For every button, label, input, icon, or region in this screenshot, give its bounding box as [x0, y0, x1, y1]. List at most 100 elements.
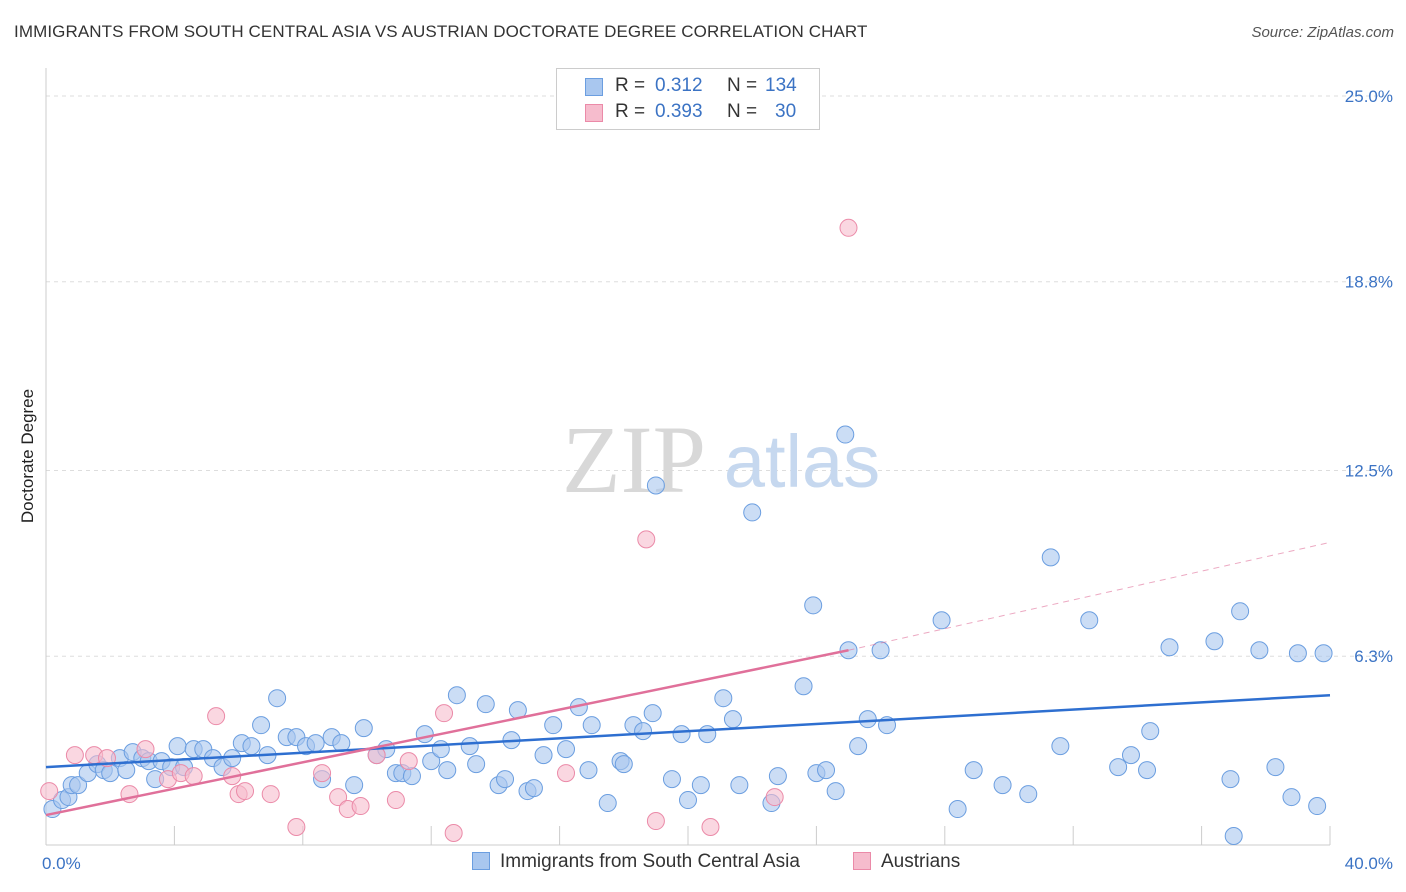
data-point-blue: [723, 710, 742, 729]
data-point-pink: [557, 764, 576, 783]
y-tick-label: 18.8%: [1345, 273, 1393, 292]
y-tick-label: 25.0%: [1345, 87, 1393, 106]
data-point-blue: [1051, 737, 1070, 756]
data-point-blue: [268, 689, 287, 708]
legend-label-blue: Immigrants from South Central Asia: [500, 851, 800, 872]
tick-labels: 6.3% 12.5% 18.8% 25.0% 0.0% 40.0%: [42, 87, 1393, 873]
data-point-pink: [637, 530, 656, 549]
legend-n-value: 134: [765, 75, 797, 96]
data-point-blue: [1288, 644, 1307, 663]
watermark-atlas: atlas: [724, 420, 880, 503]
trend-line-pink-extension: [848, 541, 1331, 651]
legend-n-label: N =: [727, 101, 758, 122]
data-point-pink: [399, 752, 418, 771]
data-point-blue: [1224, 827, 1243, 846]
data-point-blue: [1282, 788, 1301, 807]
data-point-pink: [839, 218, 858, 237]
data-point-blue: [858, 710, 877, 729]
legend-swatch-pink: [585, 104, 603, 122]
data-point-blue: [1205, 632, 1224, 651]
data-point-pink: [646, 812, 665, 831]
data-point-blue: [524, 779, 543, 798]
data-point-blue: [993, 776, 1012, 795]
legend-n-value: 30: [775, 101, 797, 122]
data-point-blue: [1266, 758, 1285, 777]
trend-line-blue: [45, 693, 1331, 769]
data-point-blue: [438, 761, 457, 780]
data-point-blue: [698, 725, 717, 744]
data-point-blue: [422, 752, 441, 771]
trend-line-pink: [45, 649, 849, 817]
data-point-blue: [306, 734, 325, 753]
data-point-blue: [1250, 641, 1269, 660]
data-point-blue: [672, 725, 691, 744]
y-tick-label: 6.3%: [1354, 647, 1393, 666]
axes: [45, 68, 1331, 846]
legend-n-label: N =: [727, 75, 758, 96]
data-point-pink: [40, 782, 59, 801]
data-point-blue: [168, 737, 187, 756]
legend-swatch-blue: [472, 852, 490, 870]
data-point-pink: [207, 707, 226, 726]
data-point-blue: [1019, 785, 1038, 804]
data-point-blue: [557, 740, 576, 759]
data-point-blue: [768, 767, 787, 786]
data-point-blue: [252, 716, 271, 735]
stats-legend: R = 0.312 N = 134 R = 0.393 N = 30: [556, 68, 820, 130]
data-point-pink: [136, 740, 155, 759]
data-point-blue: [467, 755, 486, 774]
data-point-blue: [646, 476, 665, 495]
data-point-blue: [582, 716, 601, 735]
data-point-blue: [431, 740, 450, 759]
data-point-blue: [1141, 722, 1160, 741]
x-tick-label-min: 0.0%: [42, 854, 81, 873]
chart-title: IMMIGRANTS FROM SOUTH CENTRAL ASIA VS AU…: [14, 22, 868, 41]
data-point-pink: [435, 704, 454, 723]
data-point-blue: [714, 689, 733, 708]
data-point-blue: [402, 767, 421, 786]
data-point-blue: [544, 716, 563, 735]
legend-swatch-pink: [853, 852, 871, 870]
y-tick-label: 12.5%: [1345, 461, 1393, 480]
data-point-pink: [351, 797, 370, 816]
data-point-pink: [287, 818, 306, 837]
data-point-blue: [634, 722, 653, 741]
data-point-blue: [932, 611, 951, 630]
watermark: ZIP atlas: [562, 406, 880, 513]
data-point-blue: [534, 746, 553, 765]
legend-r-label: R =: [615, 75, 646, 96]
data-point-pink: [701, 818, 720, 837]
data-point-pink: [236, 782, 255, 801]
data-point-blue: [964, 761, 983, 780]
grid-lines: [46, 95, 1392, 657]
data-point-blue: [101, 764, 120, 783]
legend-item-pink: Austrians: [853, 851, 960, 873]
data-point-pink: [386, 791, 405, 810]
series-pink-points: [40, 218, 858, 843]
legend-swatch-blue: [585, 78, 603, 96]
data-point-blue: [1121, 746, 1140, 765]
data-point-blue: [1109, 758, 1128, 777]
data-point-pink: [184, 767, 203, 786]
data-point-blue: [1314, 644, 1333, 663]
data-point-pink: [65, 746, 84, 765]
chart-source: Source: ZipAtlas.com: [1251, 24, 1394, 41]
data-point-blue: [345, 776, 364, 795]
data-point-blue: [643, 704, 662, 723]
data-point-blue: [1308, 797, 1327, 816]
data-point-blue: [447, 686, 466, 705]
data-point-blue: [1041, 548, 1060, 567]
data-point-blue: [794, 677, 813, 696]
legend-item-blue: Immigrants from South Central Asia: [472, 851, 800, 873]
data-point-blue: [1221, 770, 1240, 789]
data-point-blue: [948, 800, 967, 819]
data-point-blue: [1231, 602, 1250, 621]
data-point-blue: [871, 641, 890, 660]
data-point-blue: [743, 503, 762, 522]
data-point-blue: [354, 719, 373, 738]
data-point-blue: [662, 770, 681, 789]
data-point-pink: [261, 785, 280, 804]
data-point-blue: [460, 737, 479, 756]
data-point-blue: [579, 761, 598, 780]
